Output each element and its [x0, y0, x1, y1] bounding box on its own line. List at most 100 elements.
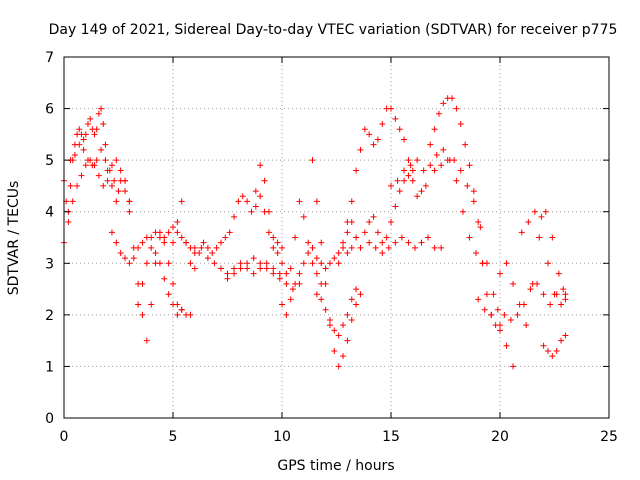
data-point	[135, 301, 142, 308]
data-point	[309, 157, 316, 164]
data-point	[130, 244, 137, 251]
data-point	[279, 301, 285, 308]
x-tick-label: 15	[382, 429, 400, 445]
y-tick-label: 1	[45, 359, 54, 375]
data-point	[115, 188, 122, 195]
data-point	[263, 260, 270, 267]
data-point	[313, 255, 320, 262]
data-point	[89, 162, 96, 169]
data-point	[257, 265, 264, 272]
data-point	[198, 244, 205, 251]
data-point	[102, 141, 109, 148]
data-point	[139, 280, 146, 287]
data-point	[503, 260, 510, 267]
data-point	[108, 162, 115, 169]
series-track-17	[388, 146, 486, 267]
data-point	[309, 260, 316, 267]
data-point	[152, 249, 159, 256]
data-point	[510, 363, 517, 370]
series-track-19	[431, 157, 517, 370]
series-track-8	[191, 244, 283, 277]
data-point	[418, 188, 425, 195]
data-point	[538, 213, 545, 220]
data-point	[80, 136, 87, 143]
data-point	[156, 234, 163, 241]
data-point	[401, 136, 408, 143]
data-point	[353, 167, 360, 174]
data-point	[433, 151, 440, 158]
data-point	[170, 239, 176, 246]
data-point	[231, 270, 238, 277]
x-tick-label: 20	[491, 429, 509, 445]
data-point	[396, 188, 403, 195]
data-point	[344, 249, 351, 256]
data-point	[518, 229, 525, 236]
data-point	[87, 115, 94, 122]
data-point	[414, 157, 421, 164]
data-point	[344, 311, 351, 318]
data-point	[475, 219, 482, 226]
data-point	[213, 244, 220, 251]
data-point	[200, 239, 207, 246]
data-point	[270, 265, 277, 272]
series-track-14	[335, 105, 429, 267]
data-point	[388, 182, 394, 189]
data-point	[370, 213, 377, 220]
data-point	[340, 244, 347, 251]
y-tick-label: 3	[45, 256, 54, 272]
data-point	[379, 249, 386, 256]
series-track-7	[170, 193, 285, 272]
data-point	[348, 296, 355, 303]
data-point	[209, 249, 216, 256]
data-point	[481, 306, 488, 313]
data-point	[542, 208, 549, 215]
series-track-5	[122, 177, 185, 344]
data-point	[165, 291, 172, 298]
data-point	[161, 239, 168, 246]
data-point	[435, 110, 442, 117]
data-point	[335, 249, 342, 256]
data-point	[80, 146, 87, 153]
data-point	[425, 234, 432, 241]
data-point	[353, 301, 360, 308]
data-point	[178, 198, 185, 205]
data-point	[544, 347, 551, 354]
data-point	[187, 260, 194, 267]
data-point	[444, 157, 451, 164]
y-tick-label: 0	[45, 411, 54, 427]
data-point	[71, 151, 78, 158]
data-point	[239, 193, 246, 200]
data-point	[313, 270, 320, 277]
series-track-4	[108, 224, 198, 267]
data-point	[411, 244, 418, 251]
data-point	[148, 244, 155, 251]
data-point	[374, 136, 381, 143]
data-point	[122, 188, 129, 195]
data-point	[392, 203, 399, 210]
series-track-12	[309, 157, 364, 370]
axis-ticks	[63, 56, 610, 419]
data-point	[100, 182, 107, 189]
data-point	[470, 188, 477, 195]
data-point	[65, 219, 72, 226]
data-point	[283, 270, 290, 277]
data-point	[270, 244, 277, 251]
data-point	[544, 260, 551, 267]
x-tick-label: 25	[600, 429, 618, 445]
y-tick-label: 7	[45, 50, 54, 66]
data-point	[156, 260, 163, 267]
data-point	[91, 131, 98, 138]
data-point	[100, 121, 107, 128]
data-point	[372, 244, 379, 251]
data-point	[111, 177, 118, 184]
data-point	[353, 286, 360, 293]
data-point	[265, 229, 272, 236]
data-point	[170, 224, 176, 231]
data-point	[318, 296, 325, 303]
data-point	[331, 347, 338, 354]
data-point	[536, 234, 543, 241]
data-point	[394, 177, 401, 184]
data-point	[148, 234, 155, 241]
data-point	[464, 182, 471, 189]
data-point	[449, 95, 456, 102]
